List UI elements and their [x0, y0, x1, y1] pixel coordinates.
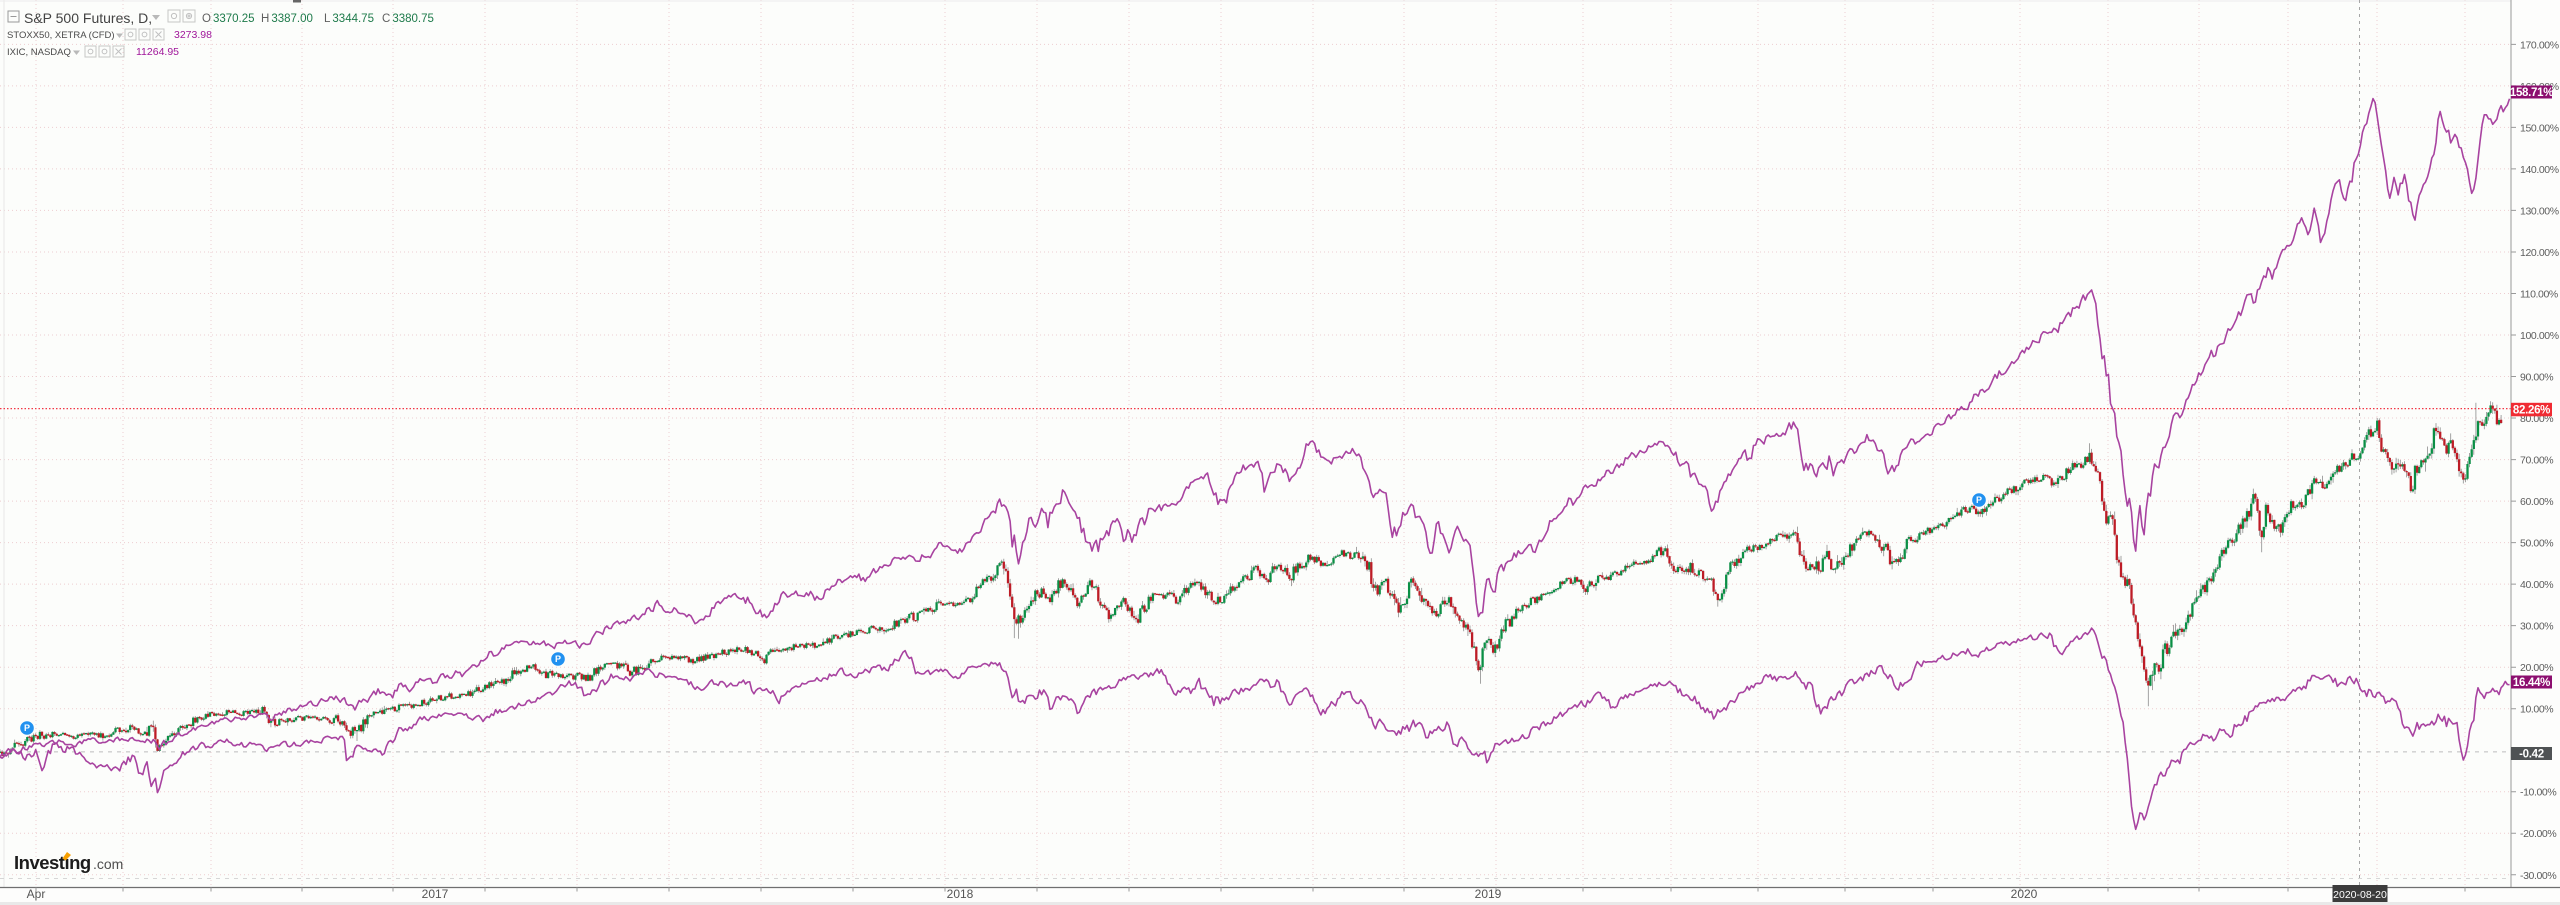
- svg-text:82.26%: 82.26%: [2513, 405, 2550, 417]
- svg-text:2017: 2017: [422, 887, 449, 901]
- svg-text:158.71%: 158.71%: [2510, 87, 2553, 99]
- svg-text:.com: .com: [93, 856, 123, 872]
- svg-text:140.00%: 140.00%: [2520, 164, 2559, 176]
- svg-text:30.00%: 30.00%: [2520, 621, 2553, 633]
- svg-text:50.00%: 50.00%: [2520, 538, 2553, 550]
- svg-text:70.00%: 70.00%: [2520, 455, 2553, 467]
- svg-text:130.00%: 130.00%: [2520, 205, 2559, 217]
- svg-text:P: P: [24, 723, 30, 733]
- svg-text:Apr: Apr: [27, 887, 46, 901]
- svg-text:20.00%: 20.00%: [2520, 662, 2553, 674]
- svg-text:2019: 2019: [1475, 887, 1502, 901]
- svg-text:STOXX50, XETRA (CFD): STOXX50, XETRA (CFD): [7, 30, 115, 41]
- svg-text:170.00%: 170.00%: [2520, 39, 2559, 51]
- svg-text:2020-08-20: 2020-08-20: [2333, 889, 2387, 901]
- svg-text:150.00%: 150.00%: [2520, 122, 2559, 134]
- svg-text:P: P: [1976, 495, 1982, 505]
- svg-text:60.00%: 60.00%: [2520, 496, 2553, 508]
- svg-text:90.00%: 90.00%: [2520, 372, 2553, 384]
- svg-text:-10.00%: -10.00%: [2520, 787, 2556, 799]
- svg-text:40.00%: 40.00%: [2520, 579, 2553, 591]
- svg-text:-30.00%: -30.00%: [2520, 870, 2556, 882]
- svg-text:Investing: Investing: [14, 852, 91, 873]
- svg-text:100.00%: 100.00%: [2520, 330, 2559, 342]
- svg-text:16.44%: 16.44%: [2513, 677, 2550, 689]
- svg-text:110.00%: 110.00%: [2520, 289, 2558, 301]
- svg-text:2020: 2020: [2011, 887, 2038, 901]
- svg-text:IXIC, NASDAQ: IXIC, NASDAQ: [7, 47, 71, 58]
- svg-text:P: P: [555, 654, 561, 664]
- svg-text:-0.42: -0.42: [2519, 749, 2544, 761]
- svg-text:120.00%: 120.00%: [2520, 247, 2559, 259]
- svg-text:S&P 500 Futures, D,: S&P 500 Futures, D,: [24, 10, 152, 26]
- svg-text:11264.95: 11264.95: [136, 46, 179, 58]
- svg-text:3273.98: 3273.98: [174, 29, 212, 41]
- svg-text:10.00%: 10.00%: [2520, 704, 2553, 716]
- svg-text:-20.00%: -20.00%: [2520, 828, 2556, 840]
- svg-text:2018: 2018: [947, 887, 974, 901]
